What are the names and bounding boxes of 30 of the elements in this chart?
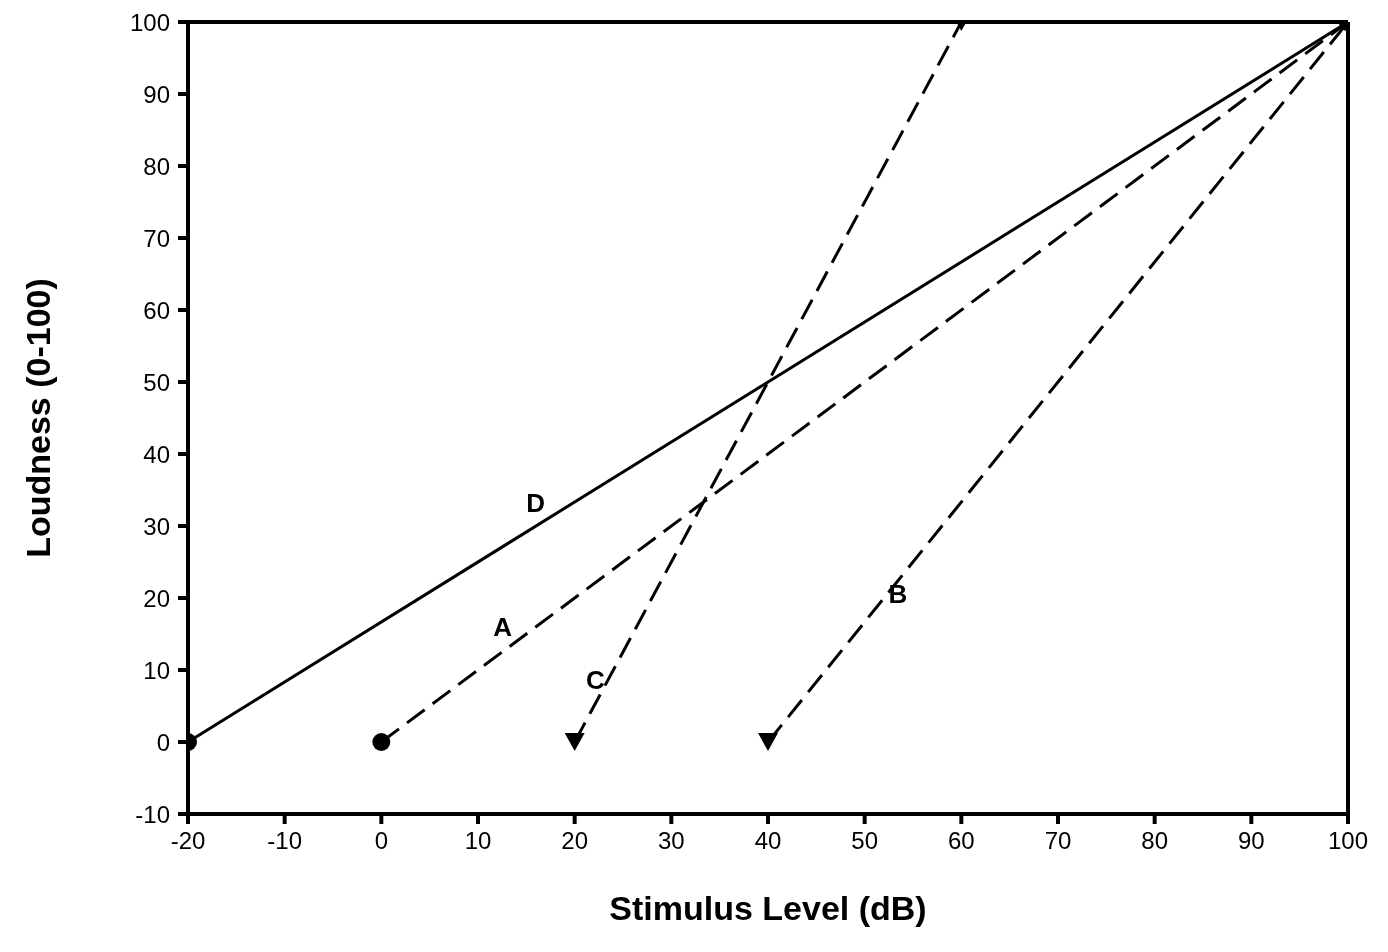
y-tick-label: 0 (156, 728, 170, 756)
x-tick-label: 70 (1044, 827, 1072, 855)
series-label: D (526, 487, 545, 518)
y-tick-label: 60 (143, 296, 170, 324)
x-tick-label: 10 (464, 827, 492, 855)
x-tick-label: 90 (1237, 827, 1265, 855)
x-tick-label: 60 (947, 827, 975, 855)
series-label: A (493, 612, 513, 643)
y-tick-label: 80 (143, 152, 170, 180)
y-axis-title: Loudness (0-100) (19, 278, 58, 558)
series-label: C (585, 664, 605, 695)
x-tick-label: 0 (374, 827, 389, 855)
y-tick-label: 70 (143, 224, 170, 252)
x-tick-label: 50 (851, 827, 879, 855)
y-tick-label: 10 (143, 656, 170, 684)
x-tick-label: -20 (170, 827, 206, 855)
x-tick-label: -10 (267, 827, 303, 855)
x-tick-label: 80 (1141, 827, 1169, 855)
y-tick-label: -10 (135, 800, 170, 828)
x-tick-label: 20 (561, 827, 589, 855)
x-axis-title: Stimulus Level (dB) (609, 889, 927, 927)
y-tick-label: 40 (143, 440, 170, 468)
y-tick-label: 20 (143, 584, 170, 612)
y-tick-label: 90 (143, 80, 170, 108)
x-tick-label: 30 (657, 827, 685, 855)
y-tick-label: 50 (143, 368, 170, 396)
y-tick-label: 30 (143, 512, 170, 540)
x-tick-label: 40 (754, 827, 782, 855)
x-tick-label: 100 (1327, 827, 1369, 855)
y-tick-label: 100 (129, 8, 170, 36)
